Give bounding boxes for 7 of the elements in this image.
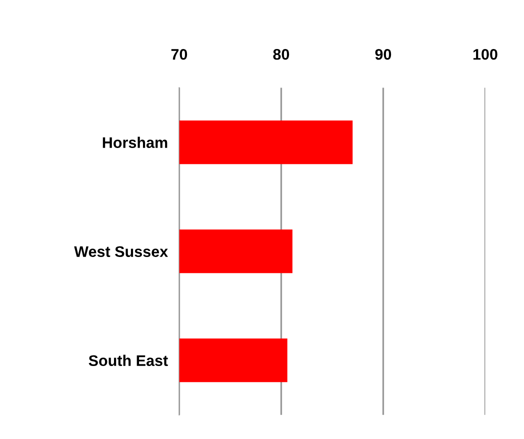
- x-tick-label: 90: [375, 48, 392, 60]
- x-tick-label: 80: [273, 48, 290, 60]
- x-tick-label: 70: [171, 48, 188, 60]
- y-tick-label: Horsham: [102, 136, 168, 148]
- y-tick-label: West Sussex: [74, 246, 168, 258]
- y-tick-label: South East: [88, 354, 168, 366]
- x-tick-label: 100: [473, 48, 498, 60]
